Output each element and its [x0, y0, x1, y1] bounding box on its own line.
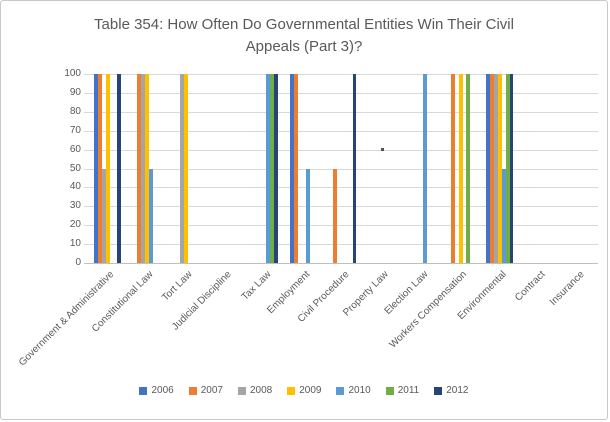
- bar-2006-10: [486, 74, 491, 263]
- legend: 2006 2007 2008 2009 2010 2011 2012: [1, 385, 607, 396]
- legend-item-2012: 2012: [434, 385, 469, 396]
- legend-item-2009: 2009: [287, 385, 321, 396]
- legend-item-2011: 2011: [385, 385, 420, 396]
- legend-label: 2009: [299, 385, 322, 396]
- x-axis-label-9: Workers Compensation: [387, 269, 470, 351]
- stray-marker: [380, 148, 384, 152]
- gridline: [84, 168, 598, 170]
- bar-2009-0: [105, 74, 110, 263]
- legend-label: 2007: [200, 385, 223, 396]
- legend-label: 2011: [397, 385, 420, 396]
- y-tick-label: 10: [69, 238, 81, 250]
- bar-2007-1: [137, 74, 142, 263]
- bar-2008-0: [101, 168, 106, 263]
- bar-2010-1: [148, 168, 153, 263]
- gridline: [84, 206, 598, 208]
- y-tick-label: 60: [69, 143, 81, 155]
- bar-2009-1: [144, 74, 149, 263]
- gridline: [84, 74, 598, 75]
- legend-item-2010: 2010: [336, 385, 371, 396]
- gridline: [84, 149, 598, 151]
- bar-2009-9: [458, 74, 463, 263]
- legend-label: 2012: [446, 385, 469, 396]
- x-axis-label-2: Tort Law: [160, 269, 195, 304]
- y-tick-label: 90: [69, 86, 81, 98]
- chart-title: Table 354: How Often Do Governmental Ent…: [94, 16, 514, 55]
- gridline: [84, 92, 598, 94]
- bar-2011-4: [270, 74, 275, 263]
- y-tick-label: 30: [69, 200, 81, 212]
- y-tick-label: 70: [69, 124, 81, 136]
- legend-swatch-icon: [287, 386, 296, 395]
- y-tick-label: 40: [69, 181, 81, 193]
- legend-item-2007: 2007: [188, 385, 223, 396]
- bar-2009-2: [184, 74, 188, 263]
- legend-label: 2006: [151, 385, 174, 396]
- gridline: [84, 263, 598, 264]
- legend-item-2008: 2008: [237, 385, 273, 396]
- bar-2012-10: [509, 74, 514, 263]
- legend-item-2006: 2006: [139, 385, 174, 396]
- x-axis-label-4: Tax Law: [239, 269, 274, 303]
- gridline: [84, 187, 598, 189]
- x-axis-label-12: Insurance: [548, 269, 588, 308]
- y-tick-label: 80: [69, 105, 81, 117]
- bar-2008-1: [141, 74, 145, 263]
- gridline: [84, 130, 598, 132]
- bar-2010-4: [266, 74, 271, 263]
- bar-2012-6: [352, 74, 357, 263]
- gridline: [84, 225, 598, 227]
- legend-label: 2010: [348, 385, 371, 396]
- gridline: [84, 111, 598, 113]
- bar-2008-10: [494, 74, 498, 263]
- gridline: [84, 244, 598, 246]
- legend-swatch-icon: [237, 386, 246, 395]
- plot-area: [84, 74, 598, 264]
- bar-2006-0: [94, 74, 98, 263]
- bar-2010-10: [501, 168, 506, 263]
- legend-swatch-icon: [336, 386, 345, 395]
- bar-2007-9: [451, 74, 455, 263]
- bar-2009-10: [497, 74, 502, 263]
- x-axis-label-11: Contract: [513, 269, 548, 304]
- bar-2010-8: [423, 74, 428, 263]
- legend-swatch-icon: [188, 386, 197, 395]
- bar-2007-10: [490, 74, 495, 263]
- bar-2007-5: [294, 74, 298, 263]
- bar-2011-10: [505, 74, 510, 263]
- bar-2010-5: [305, 168, 310, 263]
- bar-2006-5: [290, 74, 295, 263]
- y-tick-label: 20: [69, 219, 81, 231]
- bar-2012-4: [274, 74, 279, 263]
- y-tick-label: 100: [64, 68, 81, 79]
- y-tick-label: 50: [69, 162, 81, 174]
- bar-2007-6: [333, 168, 338, 263]
- legend-swatch-icon: [139, 386, 148, 395]
- bar-2012-0: [117, 74, 122, 263]
- legend-swatch-icon: [385, 386, 394, 395]
- bar-2011-9: [466, 74, 471, 263]
- legend-swatch-icon: [434, 386, 443, 395]
- bar-2008-2: [180, 74, 185, 263]
- y-tick-label: 0: [75, 257, 81, 268]
- legend-label: 2008: [249, 385, 273, 396]
- bar-2007-0: [97, 74, 102, 263]
